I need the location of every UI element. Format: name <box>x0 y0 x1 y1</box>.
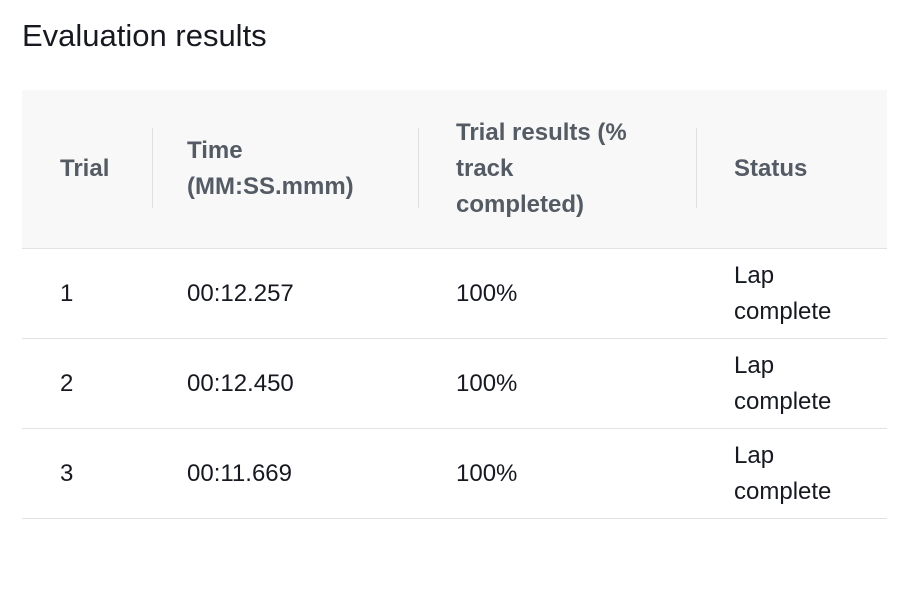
cell-trial: 1 <box>60 279 74 307</box>
cell-status: Lap complete <box>697 429 887 518</box>
column-header-label: Time (MM:SS.mmm) <box>187 133 354 205</box>
status-text: Lap complete <box>734 348 831 420</box>
cell-time: 00:12.450 <box>187 369 294 397</box>
status-text: Lap complete <box>734 258 831 330</box>
table-row: 3 00:11.669 100% Lap complete <box>22 429 887 519</box>
column-header-label-line: completed) <box>456 191 585 218</box>
table-row: 1 00:12.257 100% Lap complete <box>22 249 887 339</box>
status-text-line: complete <box>734 387 832 415</box>
cell-trial: 2 <box>60 369 74 397</box>
cell-result: 100% <box>456 369 518 397</box>
cell-time: 00:11.669 <box>187 459 292 487</box>
column-header-label: Trial results (% track completed) <box>456 115 627 223</box>
column-header-trial[interactable]: Trial <box>22 90 153 248</box>
cell-result: 100% <box>456 279 518 307</box>
cell-status: Lap complete <box>697 339 887 428</box>
column-header-label-line: (MM:SS.mmm) <box>187 173 354 200</box>
column-header-label-line: Trial results (% <box>456 119 627 146</box>
status-text-line: complete <box>734 477 832 505</box>
column-header-trial-results[interactable]: Trial results (% track completed) <box>419 90 697 248</box>
status-text-line: complete <box>734 297 832 325</box>
table-row: 2 00:12.450 100% Lap complete <box>22 339 887 429</box>
page-title: Evaluation results <box>22 18 267 53</box>
cell-result: 100% <box>456 459 518 487</box>
column-header-label: Trial <box>60 155 110 182</box>
cell-time: 00:12.257 <box>187 279 294 307</box>
status-text-line: Lap <box>734 261 775 289</box>
column-header-label: Status <box>734 155 808 182</box>
evaluation-results-table: Trial Time (MM:SS.mmm) Trial results (% … <box>22 90 887 519</box>
status-text-line: Lap <box>734 351 775 379</box>
status-text-line: Lap <box>734 441 775 469</box>
column-header-label-line: track <box>456 155 514 182</box>
table-header-row: Trial Time (MM:SS.mmm) Trial results (% … <box>22 90 887 249</box>
column-header-label-line: Time <box>187 137 243 164</box>
column-header-time[interactable]: Time (MM:SS.mmm) <box>153 90 419 248</box>
column-header-status[interactable]: Status <box>697 90 887 248</box>
cell-trial: 3 <box>60 459 74 487</box>
status-text: Lap complete <box>734 438 831 510</box>
cell-status: Lap complete <box>697 249 887 338</box>
